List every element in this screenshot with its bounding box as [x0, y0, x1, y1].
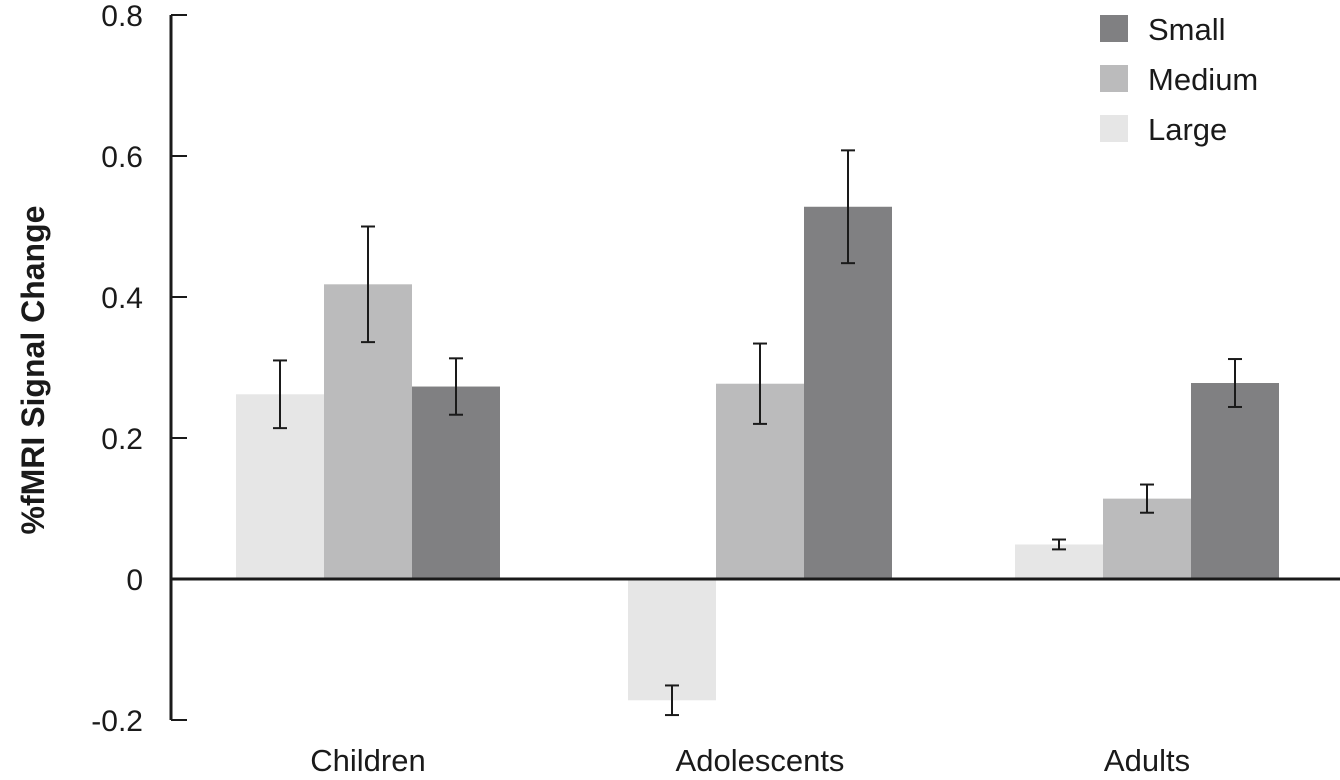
bar-small-children — [412, 386, 500, 579]
legend-swatch-small — [1100, 15, 1128, 42]
category-label: Children — [310, 743, 425, 778]
y-ticks: 0.8 0.6 0.4 0.2 0 -0.2 — [91, 0, 187, 738]
legend: Small Medium Large — [1100, 12, 1258, 147]
legend-swatch-large — [1100, 115, 1128, 142]
legend-label-large: Large — [1148, 112, 1227, 147]
y-tick-label: 0.8 — [101, 0, 143, 33]
error-bars-layer — [273, 149, 1242, 717]
legend-swatch-medium — [1100, 65, 1128, 92]
y-tick-label: 0 — [126, 564, 143, 597]
bar-small-adolescents — [804, 206, 892, 579]
y-tick-label: 0.4 — [101, 282, 143, 315]
bar-large-adolescents — [628, 579, 716, 701]
category-labels: Children Adolescents Adults — [310, 743, 1190, 778]
y-axis-title: %fMRI Signal Change — [15, 206, 51, 535]
bars-layer — [236, 206, 1279, 701]
category-label: Adults — [1104, 743, 1190, 778]
legend-label-medium: Medium — [1148, 62, 1258, 97]
legend-label-small: Small — [1148, 12, 1226, 47]
y-tick-label: -0.2 — [91, 705, 143, 738]
bar-small-adults — [1191, 383, 1279, 579]
y-tick-label: 0.6 — [101, 141, 143, 174]
category-label: Adolescents — [676, 743, 845, 778]
y-tick-label: 0.2 — [101, 423, 143, 456]
